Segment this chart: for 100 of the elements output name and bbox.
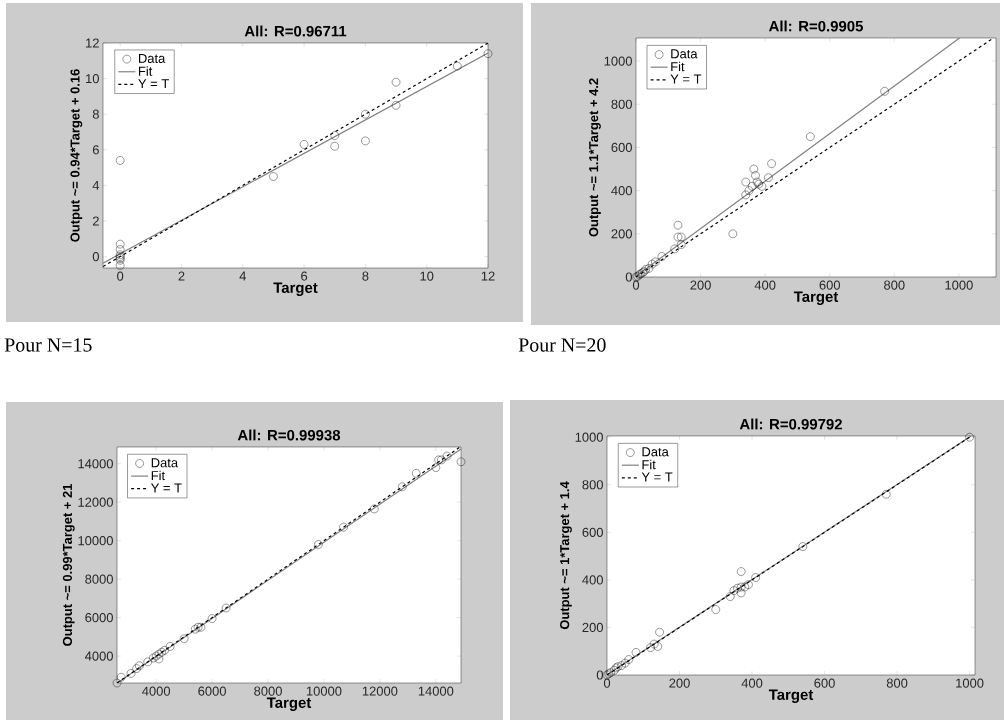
point	[112, 678, 122, 688]
point	[115, 156, 125, 165]
x-tick-label: 800	[884, 280, 905, 290]
y-tick-label: 600	[582, 527, 603, 537]
x-tick-label: 200	[669, 678, 690, 688]
point	[221, 603, 231, 613]
y-tick-label: 1000	[575, 432, 603, 442]
y-tick-label: 4000	[84, 651, 113, 661]
x-tick-label: 1000	[956, 678, 984, 688]
text: Pour N=15	[4, 338, 92, 352]
x-axis-title: Target	[793, 291, 839, 305]
point	[736, 567, 746, 576]
point	[646, 643, 655, 652]
point	[330, 131, 339, 140]
x-tick-label: 8000	[254, 686, 282, 696]
point	[651, 257, 660, 267]
point	[729, 586, 739, 595]
y-axis-title: Output ~= 0.94*Target + 0.16	[70, 69, 83, 242]
y-tick-label: 8000	[85, 574, 113, 584]
y-tick-label: 10	[86, 74, 99, 84]
point	[711, 605, 720, 614]
x-tick-label: 14000	[418, 686, 454, 696]
point	[736, 588, 746, 598]
point	[160, 646, 169, 655]
y-tick-label: 600	[611, 142, 632, 153]
y-tick-label: 4	[92, 180, 100, 190]
point	[617, 661, 626, 670]
point	[191, 624, 200, 634]
point	[670, 244, 679, 254]
y-tick-label: 800	[611, 99, 632, 109]
point	[764, 173, 773, 182]
x-tick-label: 4000	[142, 686, 171, 696]
point	[196, 623, 206, 632]
y-axis-title: Output ~= 1.1*Target + 4.2	[589, 78, 601, 237]
point	[361, 136, 370, 146]
point	[733, 584, 742, 593]
point	[677, 232, 686, 242]
x-tick-label: 2	[178, 271, 185, 281]
point	[631, 648, 641, 657]
legend-label: Fit	[151, 470, 165, 481]
point	[880, 87, 889, 96]
point	[657, 252, 667, 261]
y-tick-label: 0	[596, 670, 603, 680]
point	[431, 463, 441, 472]
y-tick-label: 400	[582, 575, 603, 585]
point	[412, 469, 421, 478]
point	[207, 614, 217, 623]
legend-label: Y = T	[641, 472, 673, 482]
x-tick-label: 6	[301, 271, 308, 281]
point	[881, 490, 891, 499]
x-tick-label: 600	[814, 678, 835, 688]
point	[620, 658, 630, 668]
y-tick-label: 1000	[604, 56, 632, 66]
legend-label: Fit	[139, 66, 153, 76]
y-axis-title: Output ~= 1*Target + 1.4	[560, 481, 572, 630]
point	[453, 61, 462, 71]
legend-label: Data	[151, 458, 179, 468]
point	[442, 451, 452, 461]
point	[741, 190, 750, 200]
point	[179, 634, 189, 643]
point	[767, 159, 776, 168]
point	[370, 504, 379, 514]
point	[647, 259, 657, 269]
point	[726, 592, 735, 601]
point	[339, 523, 348, 532]
chart-title: All: R=0.99938	[237, 429, 341, 441]
point	[299, 140, 309, 149]
legend-label: Y = T	[150, 483, 182, 493]
chart-title: All: R=0.99792	[739, 418, 842, 430]
x-tick-label: 800	[886, 678, 908, 688]
point	[126, 669, 136, 678]
point	[744, 580, 753, 589]
point	[132, 664, 141, 673]
point	[798, 542, 807, 551]
y-tick-label: 2	[92, 216, 99, 226]
point	[391, 101, 401, 110]
y-tick-label: 400	[611, 186, 632, 196]
x-tick-label: 12000	[362, 686, 398, 696]
legend-label: Y = T	[670, 74, 702, 84]
point	[728, 229, 738, 239]
point	[398, 482, 407, 492]
point	[649, 639, 659, 649]
point	[135, 661, 144, 670]
point	[624, 655, 633, 664]
point	[673, 232, 683, 242]
point	[361, 110, 370, 119]
point	[143, 657, 152, 667]
point	[748, 182, 757, 191]
point	[644, 264, 654, 273]
point	[744, 186, 754, 195]
point	[115, 261, 125, 270]
x-tick-label: 0	[117, 271, 124, 281]
point	[740, 582, 749, 592]
point	[757, 182, 767, 191]
x-tick-label: 4	[239, 271, 247, 281]
point	[269, 172, 278, 181]
x-tick-label: 400	[754, 280, 776, 290]
point	[117, 673, 126, 682]
legend-label: Data	[671, 49, 698, 59]
x-axis-title: Target	[768, 689, 814, 703]
